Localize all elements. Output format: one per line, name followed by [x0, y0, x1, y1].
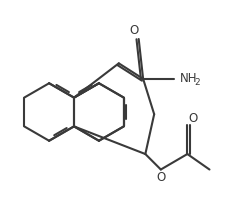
Text: O: O	[130, 24, 139, 37]
Text: NH: NH	[180, 72, 197, 85]
Text: O: O	[188, 112, 197, 125]
Text: 2: 2	[195, 78, 200, 87]
Text: O: O	[156, 171, 166, 184]
